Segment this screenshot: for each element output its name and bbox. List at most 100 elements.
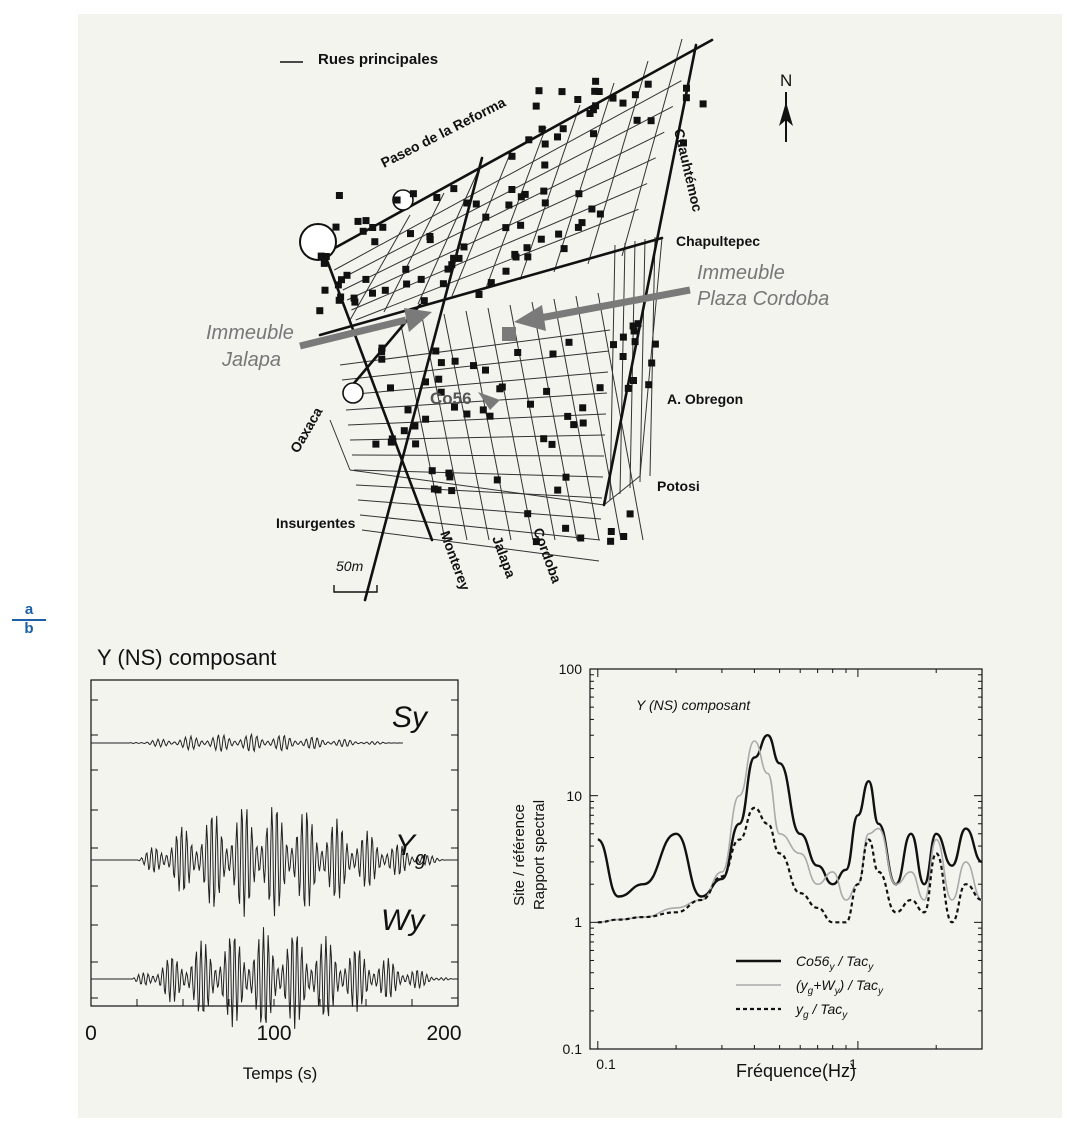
spectral-xlabel: Fréquence(Hz) xyxy=(736,1061,856,1081)
building-marker xyxy=(332,223,340,231)
building-marker xyxy=(448,261,456,269)
building-marker xyxy=(538,125,546,133)
building-marker xyxy=(524,253,532,261)
building-marker xyxy=(591,87,599,95)
waveform-ticks xyxy=(90,699,458,1006)
arrow-jalapa xyxy=(299,316,407,350)
building-marker xyxy=(435,375,443,383)
street-reforma xyxy=(320,38,714,257)
building-marker xyxy=(334,281,342,289)
waveform-xlabel: Temps (s) xyxy=(243,1064,318,1083)
panel-labels: a b xyxy=(6,602,52,637)
building-marker xyxy=(559,125,567,133)
curve-co56 xyxy=(597,733,983,898)
spectral-x-ticks: 0.1 1 xyxy=(596,1056,857,1072)
building-marker xyxy=(508,152,516,160)
building-marker xyxy=(463,199,471,207)
panel-label-divider xyxy=(12,619,46,621)
building-marker xyxy=(609,94,617,102)
building-marker xyxy=(541,140,549,148)
building-marker xyxy=(631,338,639,346)
spectral-frame xyxy=(589,668,983,1050)
minor-street xyxy=(359,514,601,541)
minor-street xyxy=(349,214,411,321)
wave-xtick-0: 0 xyxy=(85,1022,97,1045)
minor-street xyxy=(639,237,663,477)
minor-street xyxy=(338,105,674,281)
minor-street xyxy=(451,148,513,297)
building-marker xyxy=(362,275,370,283)
building-marker xyxy=(455,254,463,262)
minor-street xyxy=(603,475,641,506)
building-marker xyxy=(463,410,471,418)
building-marker xyxy=(562,524,570,532)
building-marker xyxy=(596,384,604,392)
building-marker xyxy=(450,254,458,262)
building-marker xyxy=(451,357,459,365)
building-marker xyxy=(393,196,401,204)
minor-street xyxy=(351,183,648,311)
trace-wy xyxy=(91,927,458,1029)
label-chapultepec: Chapultepec xyxy=(676,233,760,249)
scale-label: 50m xyxy=(336,558,364,574)
building-marker xyxy=(549,350,557,358)
building-marker xyxy=(317,252,325,260)
minor-street xyxy=(417,170,479,305)
panel-label-a: a xyxy=(24,601,34,618)
street-monterey xyxy=(323,253,434,542)
building-marker xyxy=(517,193,525,201)
legend-ygwy: (yg+Wy) / Tacy xyxy=(796,977,884,997)
panel-label-b: b xyxy=(24,620,34,637)
spectral-ylabel-line1: Site / référence xyxy=(511,804,528,906)
building-annotations: Immeuble Jalapa Immeuble Plaza Cordoba xyxy=(206,262,829,371)
street-cuauhtemoc xyxy=(602,43,698,507)
spectral-curves xyxy=(597,733,983,924)
building-marker xyxy=(445,469,453,477)
building-marker xyxy=(680,139,687,147)
building-marker xyxy=(683,84,690,92)
building-marker xyxy=(379,223,387,231)
building-marker xyxy=(450,185,458,193)
street-map: Rues principales N xyxy=(206,38,829,602)
building-marker xyxy=(502,267,510,275)
building-marker xyxy=(479,406,487,414)
north-arrow-icon: N xyxy=(779,71,793,142)
building-marker xyxy=(532,538,540,546)
minor-street xyxy=(485,126,547,289)
building-marker xyxy=(537,235,545,243)
building-marker xyxy=(402,265,410,273)
building-marker xyxy=(517,221,525,229)
minor-street xyxy=(342,131,665,291)
building-marker xyxy=(498,383,506,391)
waveform-panel: Y (NS) composant Sy Yg Wy 0 100 200 Temp… xyxy=(85,645,461,1083)
building-marker xyxy=(620,533,628,540)
minor-street xyxy=(553,298,600,541)
glorieta-oaxaca xyxy=(342,382,364,404)
building-marker xyxy=(595,88,603,95)
minor-street xyxy=(639,238,646,483)
building-marker xyxy=(411,422,419,430)
building-marker xyxy=(596,210,604,218)
building-markers xyxy=(316,77,707,546)
building-marker xyxy=(378,355,386,363)
spec-ytick-100: 100 xyxy=(559,661,583,677)
building-marker xyxy=(523,244,531,252)
annotation-plaza-line1: Immeuble xyxy=(697,262,785,284)
wave-xtick-100: 100 xyxy=(256,1022,291,1045)
minor-street xyxy=(334,80,682,271)
building-marker xyxy=(592,102,600,110)
building-marker xyxy=(505,201,513,209)
minor-street xyxy=(465,310,512,541)
building-marker xyxy=(562,473,570,481)
building-marker xyxy=(626,510,634,518)
building-marker xyxy=(607,537,615,545)
minor-street xyxy=(621,38,683,257)
building-marker xyxy=(359,227,367,235)
building-marker xyxy=(322,253,330,260)
minor-street xyxy=(329,419,351,471)
building-marker xyxy=(525,136,533,144)
building-marker xyxy=(699,100,707,108)
building-marker xyxy=(565,338,573,346)
map-legend: Rues principales xyxy=(318,51,438,68)
minor-street xyxy=(347,413,607,426)
